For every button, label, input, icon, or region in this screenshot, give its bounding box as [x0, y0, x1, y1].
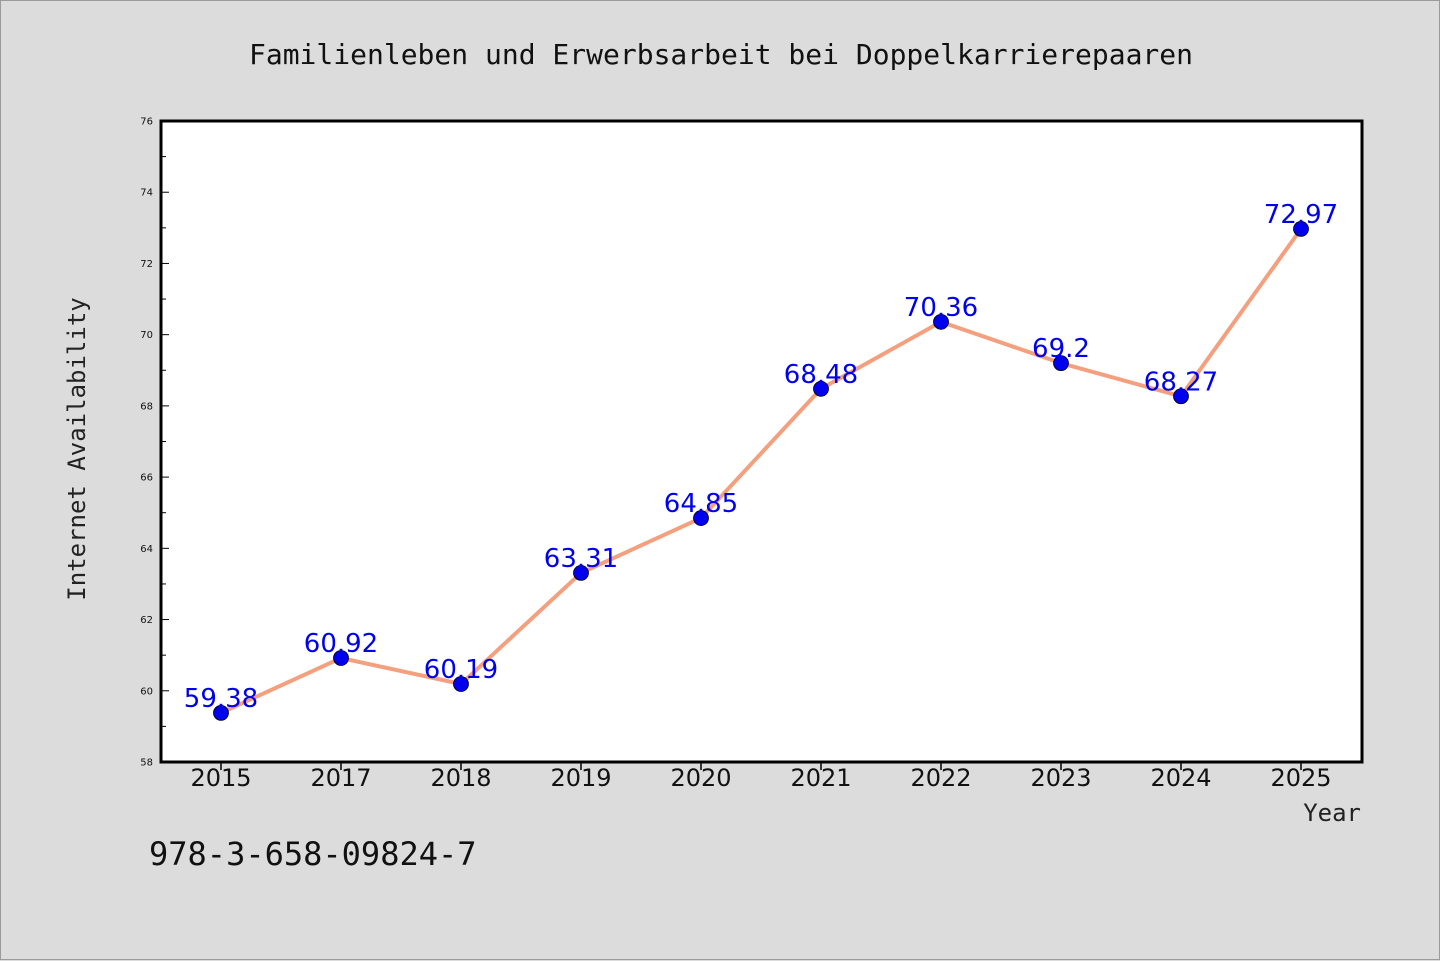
data-label: 60.19: [424, 655, 498, 685]
data-point: [573, 565, 589, 581]
isbn-annotation: 978-3-658-09824-7: [149, 835, 477, 873]
data-point: [933, 313, 949, 330]
x-tick-label: 2022: [910, 764, 971, 792]
x-tick-label: 2017: [310, 764, 371, 792]
x-tick-label: 2015: [190, 764, 251, 792]
y-axis: 58 60 62 64 66 68 70 72 74 76: [140, 117, 169, 769]
data-point: [1293, 221, 1309, 237]
x-tick-label: 2020: [670, 764, 731, 792]
data-point: [813, 380, 829, 397]
y-tick-label: 68: [140, 401, 153, 412]
chart-title: Familienleben und Erwerbsarbeit bei Dopp…: [249, 38, 1193, 71]
data-label: 68.48: [784, 360, 858, 390]
y-tick-label: 76: [140, 117, 153, 128]
data-label: 64.85: [664, 489, 738, 519]
y-tick-label: 72: [140, 259, 153, 270]
data-point: [453, 676, 469, 692]
y-tick-label: 64: [140, 544, 153, 555]
y-tick-label: 60: [140, 686, 153, 697]
data-label: 69.2: [1032, 334, 1090, 364]
data-label: 72.97: [1264, 200, 1338, 230]
y-tick-label: 62: [140, 615, 153, 626]
x-tick-label: 2023: [1030, 764, 1091, 792]
data-label: 70.36: [904, 293, 978, 323]
data-point: [1053, 355, 1069, 372]
x-tick-label: 2021: [790, 764, 851, 792]
x-tick-label: 2024: [1150, 764, 1211, 792]
data-point: [1173, 388, 1189, 405]
x-axis-label: Year: [1303, 799, 1361, 827]
x-tick-label: 2019: [550, 764, 611, 792]
x-tick-label: 2025: [1270, 764, 1331, 792]
y-tick-label: 70: [140, 330, 153, 341]
data-label: 60.92: [304, 629, 378, 659]
data-point: [693, 510, 709, 526]
x-axis: 2015 2017 2018 2019 2020 2021 2022 2023 2024 2025: [190, 762, 1332, 792]
series-line: [220, 227, 1303, 715]
y-tick-label: 74: [140, 188, 153, 199]
data-label: 59.38: [184, 684, 258, 714]
data-label: 68.27: [1144, 367, 1218, 397]
x-tick-label: 2018: [430, 764, 491, 792]
series-layer: 59.38 60.92 60.19 63.31 64.85 68.48 70.36 69.2 6…: [184, 200, 1338, 721]
y-tick-label: 58: [140, 758, 153, 769]
data-point: [213, 704, 229, 721]
data-label: 63.31: [544, 544, 618, 574]
y-tick-label: 66: [140, 473, 153, 484]
data-point: [333, 650, 349, 666]
y-axis-label: Internet Availability: [63, 297, 91, 600]
plot-area: [159, 119, 1364, 764]
